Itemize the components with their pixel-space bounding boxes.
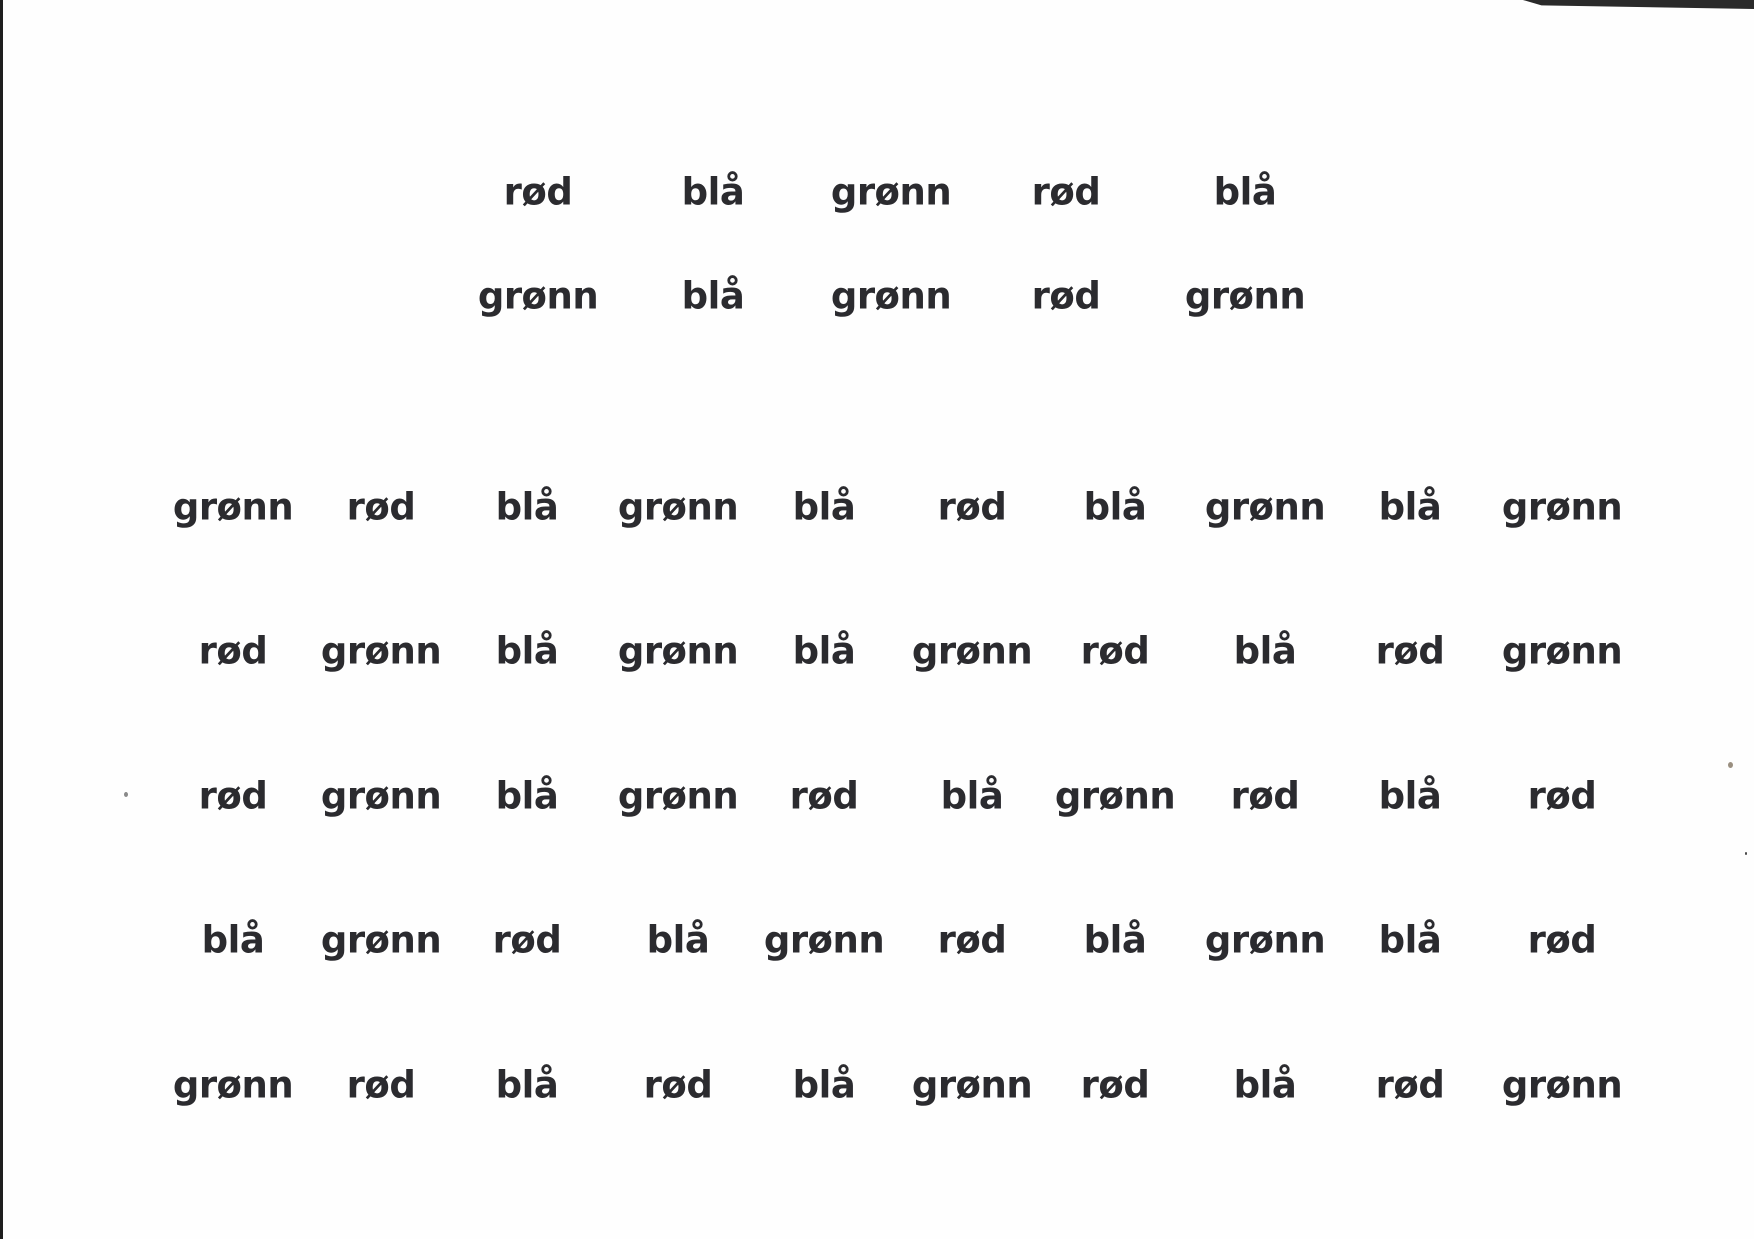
color-word: grønn [172, 1063, 294, 1107]
color-word: grønn [617, 485, 739, 529]
color-word: grønn [763, 918, 885, 962]
color-word: blå [495, 774, 559, 818]
color-word: grønn [830, 274, 952, 318]
color-word: blå [1378, 774, 1442, 818]
color-word: blå [1213, 170, 1277, 214]
color-word: grønn [1204, 918, 1326, 962]
color-word: blå [792, 629, 856, 673]
color-word: grønn [320, 774, 442, 818]
color-word: grønn [1501, 629, 1623, 673]
color-word: grønn [1501, 485, 1623, 529]
color-word: grønn [1501, 1063, 1623, 1107]
page-left-edge-shadow [0, 0, 3, 1239]
color-word: blå [1233, 1063, 1297, 1107]
color-word: blå [792, 485, 856, 529]
color-word: blå [681, 274, 745, 318]
color-word: rød [1375, 1063, 1445, 1107]
color-word: grønn [172, 485, 294, 529]
page-top-right-edge-shadow [1523, 0, 1754, 9]
color-word: blå [646, 918, 710, 962]
color-word: blå [940, 774, 1004, 818]
color-word: rød [198, 629, 268, 673]
color-word: grønn [830, 170, 952, 214]
color-word: rød [198, 774, 268, 818]
color-word: grønn [477, 274, 599, 318]
color-word: blå [1378, 918, 1442, 962]
color-word: grønn [617, 774, 739, 818]
color-word: rød [1031, 170, 1101, 214]
color-word: rød [789, 774, 859, 818]
color-word: rød [937, 918, 1007, 962]
color-word: grønn [911, 629, 1033, 673]
color-word: rød [1031, 274, 1101, 318]
color-word: grønn [320, 629, 442, 673]
color-word: blå [1083, 918, 1147, 962]
color-word: blå [495, 485, 559, 529]
color-word: blå [1083, 485, 1147, 529]
scan-speck [124, 792, 128, 797]
color-word: blå [201, 918, 265, 962]
color-word: rød [492, 918, 562, 962]
color-word: rød [1527, 774, 1597, 818]
color-word: blå [1233, 629, 1297, 673]
scan-speck [1745, 852, 1747, 855]
color-word: grønn [320, 918, 442, 962]
color-word: blå [792, 1063, 856, 1107]
color-word: rød [643, 1063, 713, 1107]
scan-speck [1728, 762, 1733, 768]
color-word: grønn [1054, 774, 1176, 818]
color-word: rød [1230, 774, 1300, 818]
color-word: blå [681, 170, 745, 214]
color-word: rød [346, 485, 416, 529]
color-word: rød [1080, 1063, 1150, 1107]
color-word: grønn [1204, 485, 1326, 529]
color-word: blå [495, 1063, 559, 1107]
color-word: grønn [911, 1063, 1033, 1107]
color-word: grønn [617, 629, 739, 673]
color-word: rød [1527, 918, 1597, 962]
color-word: grønn [1184, 274, 1306, 318]
color-word: blå [495, 629, 559, 673]
color-word: rød [346, 1063, 416, 1107]
color-word: rød [937, 485, 1007, 529]
color-word: rød [1080, 629, 1150, 673]
color-word: blå [1378, 485, 1442, 529]
color-word: rød [503, 170, 573, 214]
color-word: rød [1375, 629, 1445, 673]
